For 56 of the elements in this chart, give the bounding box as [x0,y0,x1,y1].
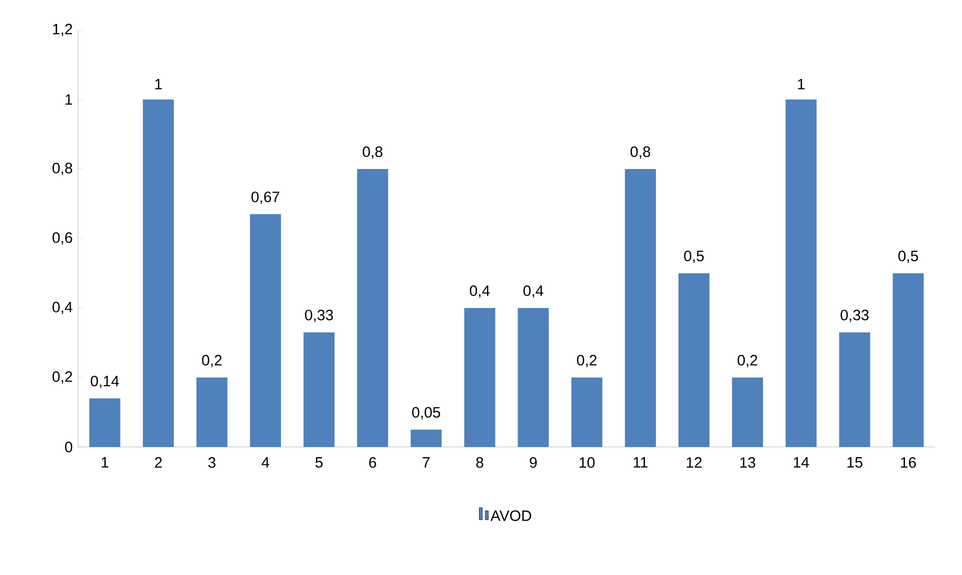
bar [678,273,710,447]
bar [410,430,442,447]
x-tick-label: 10 [580,457,595,468]
y-tick-label: 0,2 [52,371,72,384]
bar [196,377,228,447]
bar [357,168,388,447]
data-label: 0,4 [523,285,544,298]
bar [89,398,120,447]
data-label: 0,5 [684,250,704,264]
data-label: 0,2 [738,354,758,368]
y-tick-label: 1 [66,94,72,105]
bar [786,99,817,447]
x-tick-label: 13 [740,457,756,468]
x-tick-label: 4 [262,457,270,468]
data-label: 1 [155,78,162,90]
bar [624,168,656,447]
data-label: 0,8 [362,146,382,159]
x-tick-label: 16 [901,457,916,468]
x-tick-label: 6 [369,457,376,468]
bar [732,377,764,447]
legend-label: AVOD [490,510,532,522]
bar [571,377,602,447]
y-tick-label: 0 [65,442,72,452]
x-tick-label: 7 [422,457,430,468]
x-tick-label: 3 [208,457,216,468]
x-tick-label: 11 [634,457,648,468]
data-label: 0,4 [470,285,490,298]
x-tick-label: 12 [686,457,702,468]
x-tick-label: 9 [530,457,537,468]
x-tick-label: 14 [794,457,809,468]
x-tick-label: 15 [847,457,862,468]
x-tick-label: 1 [102,457,108,468]
y-tick-label: 0,4 [52,302,72,314]
bar [839,332,870,447]
bar [892,273,924,447]
data-label: 0,33 [840,310,869,322]
x-tick-label: 2 [154,457,162,468]
y-tick-label: 0,6 [52,232,72,245]
bar [304,332,335,447]
data-label: 0,67 [251,192,280,204]
data-label: 1 [798,78,805,90]
bar [518,308,549,447]
data-label: 0,5 [898,250,918,264]
data-label: 0,33 [305,310,333,322]
bar [464,308,496,447]
x-tick-label: 5 [315,457,323,468]
data-label: 0,2 [202,354,222,368]
y-tick-label: 0,8 [52,162,72,176]
data-label: 0,2 [577,354,597,368]
data-label: 0,8 [630,146,650,159]
bar [142,99,174,447]
data-label: 0,05 [412,407,440,420]
x-tick-label: 8 [476,457,484,468]
data-label: 0,14 [90,376,119,388]
y-tick-label: 1,2 [53,24,72,36]
bar [250,214,281,447]
